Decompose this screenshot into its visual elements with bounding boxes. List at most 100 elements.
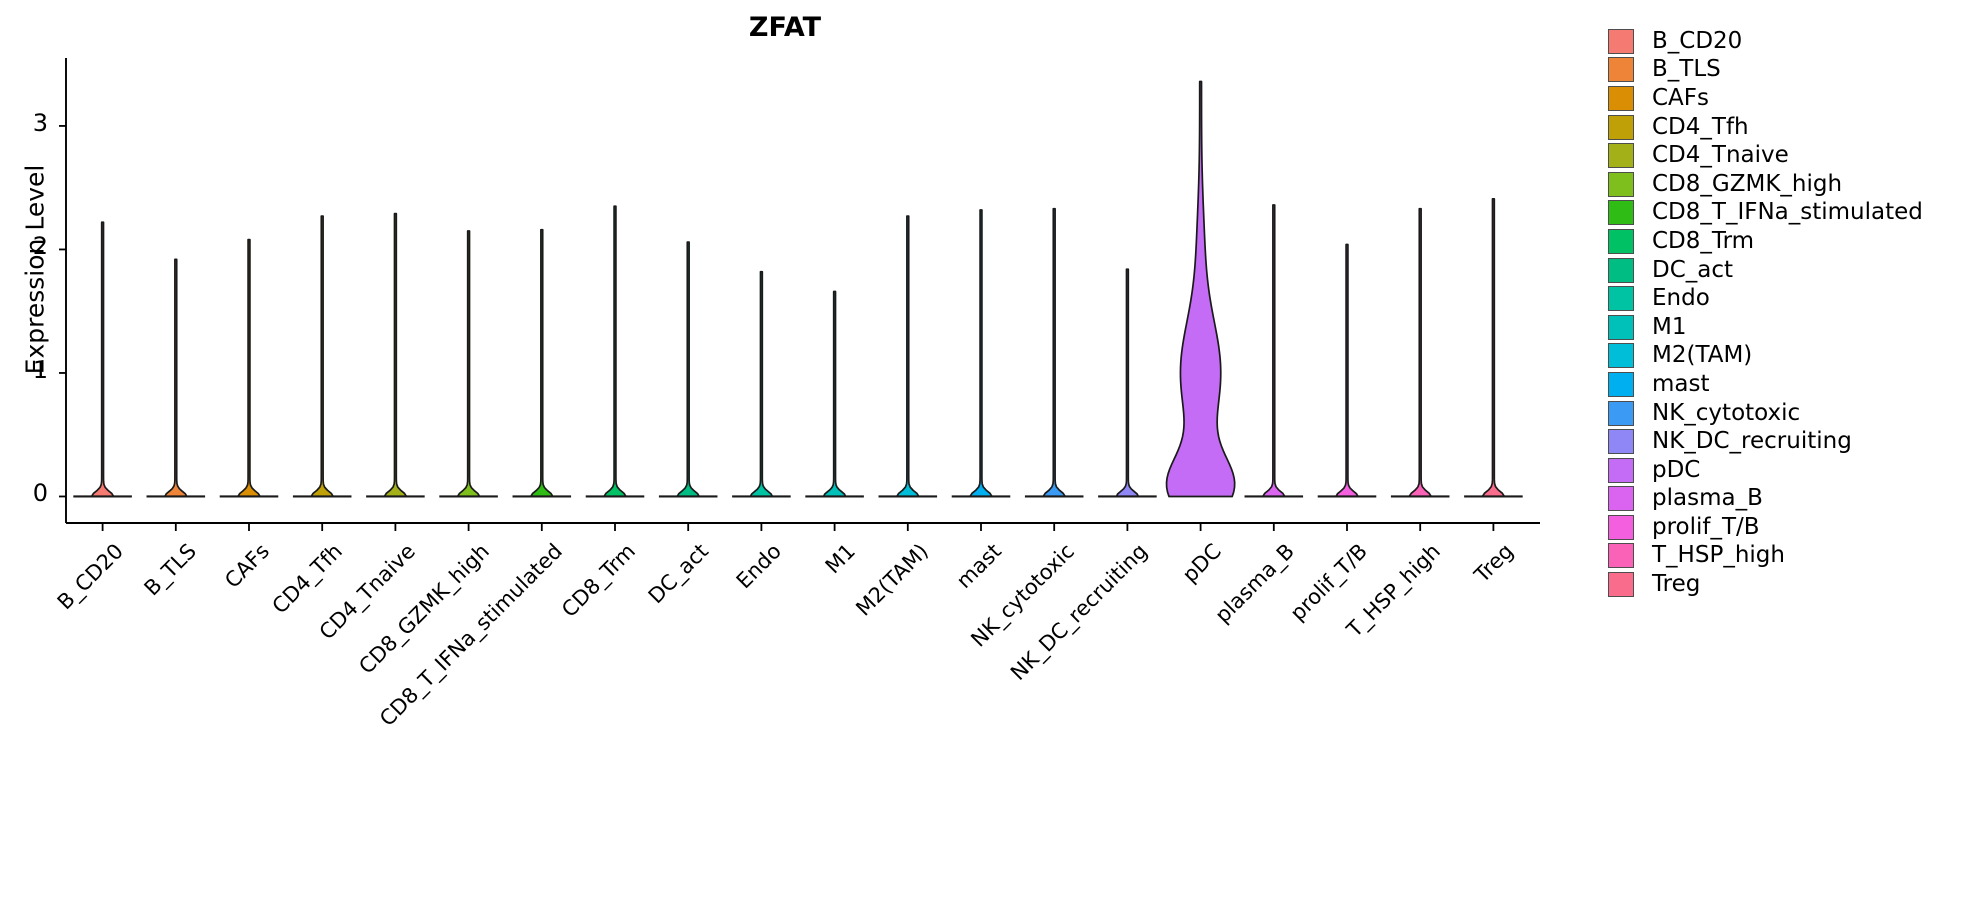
violin-treg[interactable] — [1481, 197, 1506, 498]
violin-mast[interactable] — [969, 209, 993, 498]
violin-body[interactable] — [310, 215, 335, 498]
legend-item[interactable]: M1 — [1608, 313, 1958, 342]
legend-color-swatch — [1608, 543, 1634, 569]
legend-item[interactable]: prolif_T/B — [1608, 513, 1958, 542]
violin-b-cd20[interactable] — [90, 221, 115, 498]
violin-plasma-b[interactable] — [1261, 204, 1286, 498]
violin-body[interactable] — [383, 212, 408, 498]
violin-body[interactable] — [529, 228, 554, 498]
legend-item[interactable]: CAFs — [1608, 84, 1958, 113]
violin-prolif-t-b[interactable] — [1335, 243, 1359, 498]
legend-label: CAFs — [1652, 84, 1710, 111]
legend-item[interactable]: Treg — [1608, 570, 1958, 599]
legend-color-swatch — [1608, 200, 1634, 226]
violin-body[interactable] — [603, 205, 627, 498]
violin-cd4-tnaive[interactable] — [383, 212, 408, 498]
legend-item[interactable]: CD4_Tfh — [1608, 113, 1958, 142]
y-axis-tick-label: 1 — [32, 355, 48, 384]
legend-label: prolif_T/B — [1652, 513, 1760, 540]
legend-item[interactable]: B_TLS — [1608, 56, 1958, 85]
violin-body[interactable] — [676, 241, 701, 498]
violin-cd8-t-ifna-stimulated[interactable] — [529, 228, 554, 498]
legend-color-swatch — [1608, 314, 1634, 340]
violin-body[interactable] — [456, 230, 481, 498]
violin-body[interactable] — [1261, 204, 1286, 498]
violin-cafs[interactable] — [237, 238, 261, 498]
legend: B_CD20 B_TLS CAFs CD4_Tfh CD4_Tnaive CD8_GZMK… — [1608, 27, 1958, 599]
legend-color-swatch — [1608, 371, 1634, 397]
violin-body[interactable] — [163, 258, 188, 498]
y-axis-tick-label: 0 — [32, 479, 48, 508]
violin-nk-dc-recruiting[interactable] — [1115, 268, 1140, 498]
violin-dc-act[interactable] — [676, 241, 701, 498]
violin-body[interactable] — [90, 221, 115, 498]
legend-color-swatch — [1608, 228, 1634, 254]
legend-color-swatch — [1608, 429, 1634, 455]
violin-pdc[interactable] — [1165, 80, 1236, 498]
y-axis-tick-label: 2 — [32, 232, 48, 261]
legend-color-swatch — [1608, 572, 1634, 598]
violin-t-hsp-high[interactable] — [1408, 207, 1433, 498]
legend-item[interactable]: CD4_Tnaive — [1608, 141, 1958, 170]
legend-item[interactable]: plasma_B — [1608, 485, 1958, 514]
legend-color-swatch — [1608, 486, 1634, 512]
legend-label: mast — [1652, 370, 1710, 397]
legend-label: B_TLS — [1652, 56, 1721, 83]
legend-color-swatch — [1608, 57, 1634, 83]
legend-label: B_CD20 — [1652, 27, 1743, 54]
violin-body[interactable] — [1115, 268, 1140, 498]
violin-cd8-trm[interactable] — [603, 205, 627, 498]
legend-color-swatch — [1608, 257, 1634, 283]
violin-cd4-tfh[interactable] — [310, 215, 335, 498]
violin-b-tls[interactable] — [163, 258, 188, 498]
legend-color-swatch — [1608, 286, 1634, 312]
legend-item[interactable]: T_HSP_high — [1608, 542, 1958, 571]
legend-item[interactable]: CD8_T_IFNa_stimulated — [1608, 199, 1958, 228]
legend-item[interactable]: pDC — [1608, 456, 1958, 485]
legend-item[interactable]: DC_act — [1608, 256, 1958, 285]
legend-label: NK_DC_recruiting — [1652, 428, 1852, 455]
legend-label: M2(TAM) — [1652, 342, 1753, 369]
legend-item[interactable]: mast — [1608, 370, 1958, 399]
legend-item[interactable]: M2(TAM) — [1608, 342, 1958, 371]
page-title: ZFAT — [748, 12, 822, 43]
legend-item[interactable]: Endo — [1608, 284, 1958, 313]
legend-color-swatch — [1608, 85, 1634, 111]
legend-color-swatch — [1608, 28, 1634, 54]
y-axis-tick-label: 3 — [32, 108, 48, 137]
violin-body[interactable] — [822, 290, 847, 498]
legend-color-swatch — [1608, 343, 1634, 369]
legend-item[interactable]: NK_DC_recruiting — [1608, 427, 1958, 456]
legend-label: CD8_GZMK_high — [1652, 170, 1843, 197]
legend-label: CD8_T_IFNa_stimulated — [1652, 199, 1923, 226]
violin-nk-cytotoxic[interactable] — [1042, 207, 1067, 498]
violin-m2-tam-[interactable] — [895, 215, 920, 498]
violin-body[interactable] — [237, 238, 261, 498]
violin-m1[interactable] — [822, 290, 847, 498]
violin-body[interactable] — [1408, 207, 1433, 498]
violin-body[interactable] — [749, 270, 774, 498]
violin-cd8-gzmk-high[interactable] — [456, 230, 481, 498]
legend-label: CD4_Tfh — [1652, 113, 1749, 140]
legend-item[interactable]: CD8_Trm — [1608, 227, 1958, 256]
violin-body[interactable] — [1042, 207, 1067, 498]
legend-item[interactable]: CD8_GZMK_high — [1608, 170, 1958, 199]
legend-color-swatch — [1608, 514, 1634, 540]
violin-body[interactable] — [1165, 80, 1236, 498]
legend-label: CD8_Trm — [1652, 227, 1755, 254]
violin-endo[interactable] — [749, 270, 774, 498]
violin-body[interactable] — [1335, 243, 1359, 498]
legend-color-swatch — [1608, 400, 1634, 426]
violin-body[interactable] — [1481, 197, 1506, 498]
legend-label: pDC — [1652, 456, 1701, 483]
violin-body[interactable] — [969, 209, 993, 498]
legend-label: Treg — [1652, 571, 1701, 598]
legend-label: T_HSP_high — [1652, 542, 1785, 569]
legend-item[interactable]: B_CD20 — [1608, 27, 1958, 56]
violin-body[interactable] — [895, 215, 920, 498]
legend-label: Endo — [1652, 285, 1710, 312]
legend-color-swatch — [1608, 457, 1634, 483]
legend-item[interactable]: NK_cytotoxic — [1608, 399, 1958, 428]
